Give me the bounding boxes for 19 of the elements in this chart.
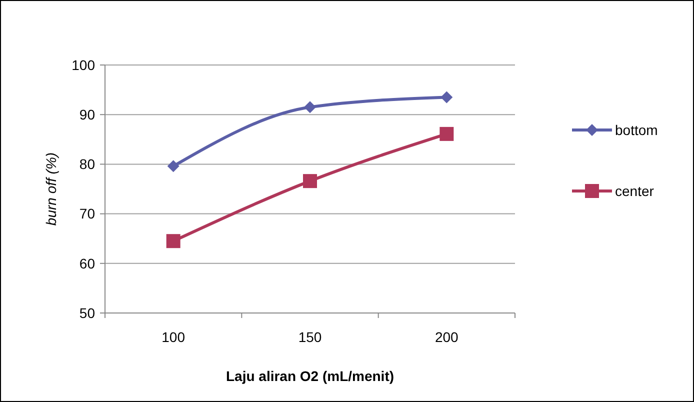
point [303, 174, 317, 188]
x-tick-label: 200 [434, 329, 459, 345]
y-tick-label: 100 [72, 56, 96, 73]
x-tick-label: 100 [162, 329, 186, 345]
point [304, 101, 316, 114]
x-axis-title: Laju aliran O2 (mL/menit) [226, 368, 394, 384]
y-tick-label: 70 [79, 206, 96, 222]
y-tick-label: 60 [79, 255, 96, 272]
y-tick-label: 90 [79, 106, 96, 122]
legend-label: center [615, 182, 654, 199]
y-tick-label: 80 [79, 156, 96, 172]
point [167, 160, 180, 172]
point [440, 91, 453, 104]
y-tick-label: 50 [79, 304, 96, 321]
point [440, 126, 454, 141]
x-tick-label: 150 [298, 329, 322, 345]
point [166, 234, 180, 248]
legend-label: bottom [615, 122, 658, 138]
y-axis-title: burn off (%) [43, 152, 59, 226]
